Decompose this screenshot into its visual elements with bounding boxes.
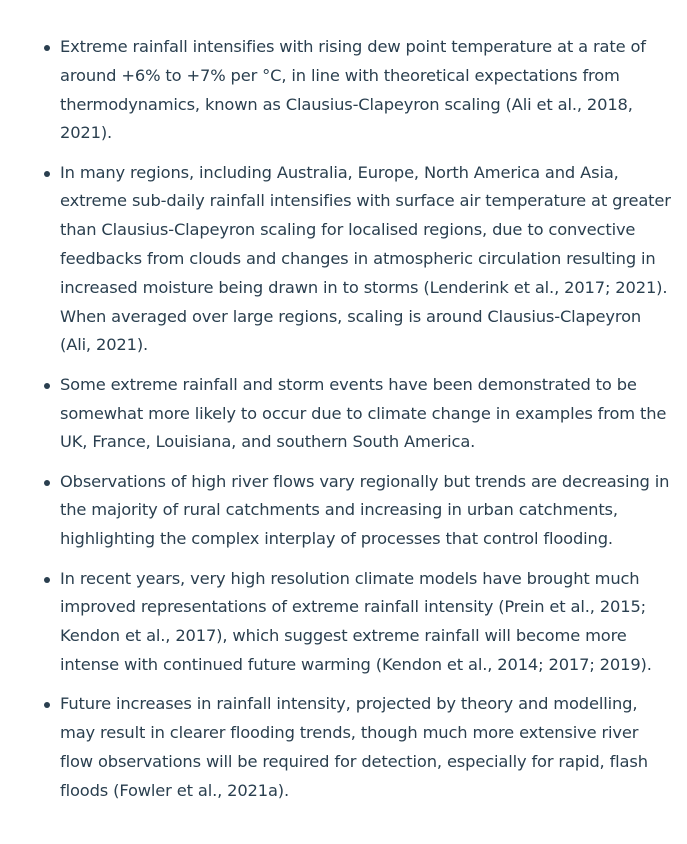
list-item: Future increases in rainfall intensity, … bbox=[0, 690, 687, 805]
bullet-dot-icon bbox=[44, 382, 50, 389]
bullet-dot-icon bbox=[44, 45, 50, 51]
bullet-dot-icon bbox=[44, 576, 50, 583]
bullet-dot-icon bbox=[44, 170, 50, 177]
bullet-list: Extreme rainfall intensifies with rising… bbox=[0, 33, 687, 805]
bullet-text: Extreme rainfall intensifies with rising… bbox=[60, 37, 646, 143]
list-item: In many regions, including Australia, Eu… bbox=[0, 159, 687, 361]
bullet-dot-icon bbox=[44, 702, 50, 709]
document-content: Extreme rainfall intensifies with rising… bbox=[0, 33, 687, 805]
list-item: Observations of high river flows vary re… bbox=[0, 468, 687, 554]
bullet-text: Future increases in rainfall intensity, … bbox=[60, 694, 648, 800]
list-item: Some extreme rainfall and storm events h… bbox=[0, 371, 687, 457]
bullet-text: In many regions, including Australia, Eu… bbox=[60, 162, 671, 355]
list-item: In recent years, very high resolution cl… bbox=[0, 565, 687, 680]
bullet-text: In recent years, very high resolution cl… bbox=[60, 568, 652, 674]
bullet-text: Observations of high river flows vary re… bbox=[60, 471, 670, 549]
list-item: Extreme rainfall intensifies with rising… bbox=[0, 33, 687, 148]
bullet-text: Some extreme rainfall and storm events h… bbox=[60, 374, 667, 452]
bullet-dot-icon bbox=[44, 479, 50, 486]
